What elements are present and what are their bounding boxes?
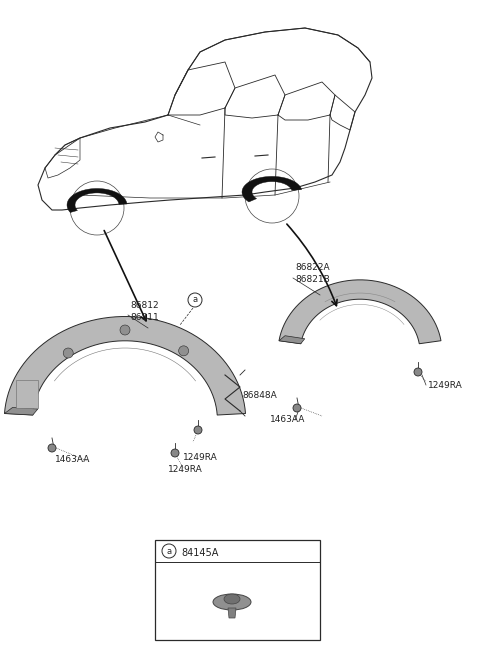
Text: 86821B: 86821B — [295, 275, 330, 284]
Text: 1249RA: 1249RA — [168, 465, 203, 474]
Circle shape — [179, 346, 189, 356]
Circle shape — [63, 348, 73, 358]
Circle shape — [171, 449, 179, 457]
Text: 1463AA: 1463AA — [55, 455, 90, 464]
Text: 86848A: 86848A — [242, 391, 277, 400]
Circle shape — [414, 368, 422, 376]
Text: 1463AA: 1463AA — [270, 415, 305, 424]
Polygon shape — [279, 280, 441, 344]
Text: 84145A: 84145A — [181, 548, 218, 558]
Ellipse shape — [213, 594, 251, 610]
Polygon shape — [4, 317, 245, 415]
Text: a: a — [167, 547, 171, 556]
Text: 1249RA: 1249RA — [428, 381, 463, 390]
Polygon shape — [228, 608, 236, 618]
Polygon shape — [4, 407, 38, 415]
Text: 86812: 86812 — [130, 301, 158, 310]
Polygon shape — [67, 189, 127, 212]
Polygon shape — [242, 176, 301, 202]
Circle shape — [48, 444, 56, 452]
Polygon shape — [279, 336, 305, 344]
Ellipse shape — [224, 594, 240, 604]
Circle shape — [293, 404, 301, 412]
Bar — [155, 540, 320, 640]
Circle shape — [194, 426, 202, 434]
Circle shape — [120, 325, 130, 335]
Text: 86811: 86811 — [130, 313, 159, 322]
Text: 86822A: 86822A — [295, 263, 330, 272]
Text: 1249RA: 1249RA — [183, 453, 218, 462]
Text: a: a — [192, 296, 198, 304]
FancyBboxPatch shape — [16, 380, 38, 408]
